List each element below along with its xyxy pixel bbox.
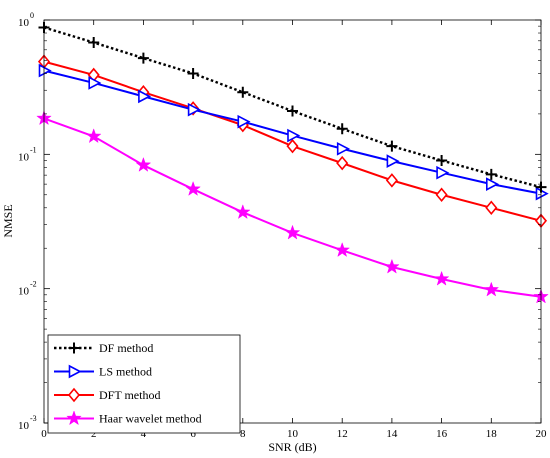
legend-label: DF method bbox=[99, 341, 153, 355]
x-tick-label: 14 bbox=[386, 428, 398, 440]
y-tick-label: 10 bbox=[18, 151, 30, 163]
x-tick-label: 10 bbox=[287, 428, 299, 440]
data-point bbox=[287, 105, 298, 117]
y-tick-label: 10 bbox=[18, 17, 30, 29]
data-point bbox=[386, 154, 400, 168]
legend-label: LS method bbox=[99, 365, 152, 379]
y-tick-exponent: -3 bbox=[30, 414, 37, 423]
data-point bbox=[185, 180, 201, 196]
data-point bbox=[287, 128, 301, 143]
data-point bbox=[135, 156, 152, 172]
y-axis-label: NMSE bbox=[1, 204, 15, 237]
legend-item: LS method bbox=[54, 365, 152, 379]
data-point bbox=[336, 141, 350, 156]
data-point bbox=[237, 114, 251, 129]
data-point bbox=[485, 168, 497, 180]
legend-label: Haar wavelet method bbox=[99, 412, 202, 426]
data-point bbox=[137, 52, 149, 64]
data-point bbox=[384, 258, 400, 274]
series-dft-method bbox=[37, 54, 548, 229]
data-point bbox=[286, 138, 299, 154]
data-point bbox=[187, 102, 201, 117]
x-tick-label: 4 bbox=[141, 428, 147, 440]
x-tick-label: 0 bbox=[41, 428, 47, 440]
data-point bbox=[334, 242, 351, 257]
legend-marker bbox=[68, 342, 80, 354]
x-axis-label: SNR (dB) bbox=[268, 440, 316, 454]
y-tick-exponent: -1 bbox=[30, 145, 37, 154]
data-point bbox=[435, 187, 448, 203]
data-point bbox=[386, 140, 398, 152]
legend: DF method LS method DFT method Haar wavelet… bbox=[47, 334, 241, 434]
legend-item: Haar wavelet method bbox=[54, 410, 202, 426]
legend-item: DF method bbox=[54, 341, 153, 355]
data-point bbox=[234, 204, 251, 220]
x-tick-label: 20 bbox=[536, 428, 548, 440]
data-point bbox=[436, 165, 450, 180]
x-tick-label: 12 bbox=[337, 428, 348, 440]
x-tick-label: 18 bbox=[486, 428, 498, 440]
legend-item: DFT method bbox=[54, 387, 160, 403]
x-tick-label: 6 bbox=[190, 428, 196, 440]
x-tick-label: 8 bbox=[240, 428, 246, 440]
data-point bbox=[88, 36, 100, 48]
data-point bbox=[385, 173, 398, 188]
data-point bbox=[284, 224, 301, 240]
data-point bbox=[436, 154, 448, 166]
legend-marker bbox=[66, 410, 82, 426]
series-layer bbox=[36, 21, 549, 304]
y-tick-exponent: 0 bbox=[30, 11, 34, 20]
data-point bbox=[486, 177, 500, 191]
series-ls-method bbox=[38, 63, 549, 201]
data-point bbox=[85, 128, 102, 144]
y-tick-label: 10 bbox=[18, 286, 30, 298]
y-tick-exponent: -2 bbox=[30, 280, 37, 289]
x-tick-label: 2 bbox=[91, 428, 97, 440]
data-point bbox=[336, 123, 348, 135]
data-point bbox=[483, 281, 500, 297]
data-point bbox=[237, 86, 249, 98]
data-point bbox=[336, 155, 349, 171]
data-point bbox=[88, 76, 102, 90]
legend-label: DFT method bbox=[99, 388, 160, 402]
legend-marker bbox=[67, 387, 81, 403]
data-point bbox=[433, 270, 450, 286]
data-point bbox=[485, 200, 498, 216]
data-point bbox=[138, 89, 152, 104]
x-tick-label: 16 bbox=[436, 428, 448, 440]
data-point bbox=[187, 67, 199, 79]
legend-marker bbox=[68, 364, 82, 379]
y-tick-label: 10 bbox=[18, 420, 30, 432]
